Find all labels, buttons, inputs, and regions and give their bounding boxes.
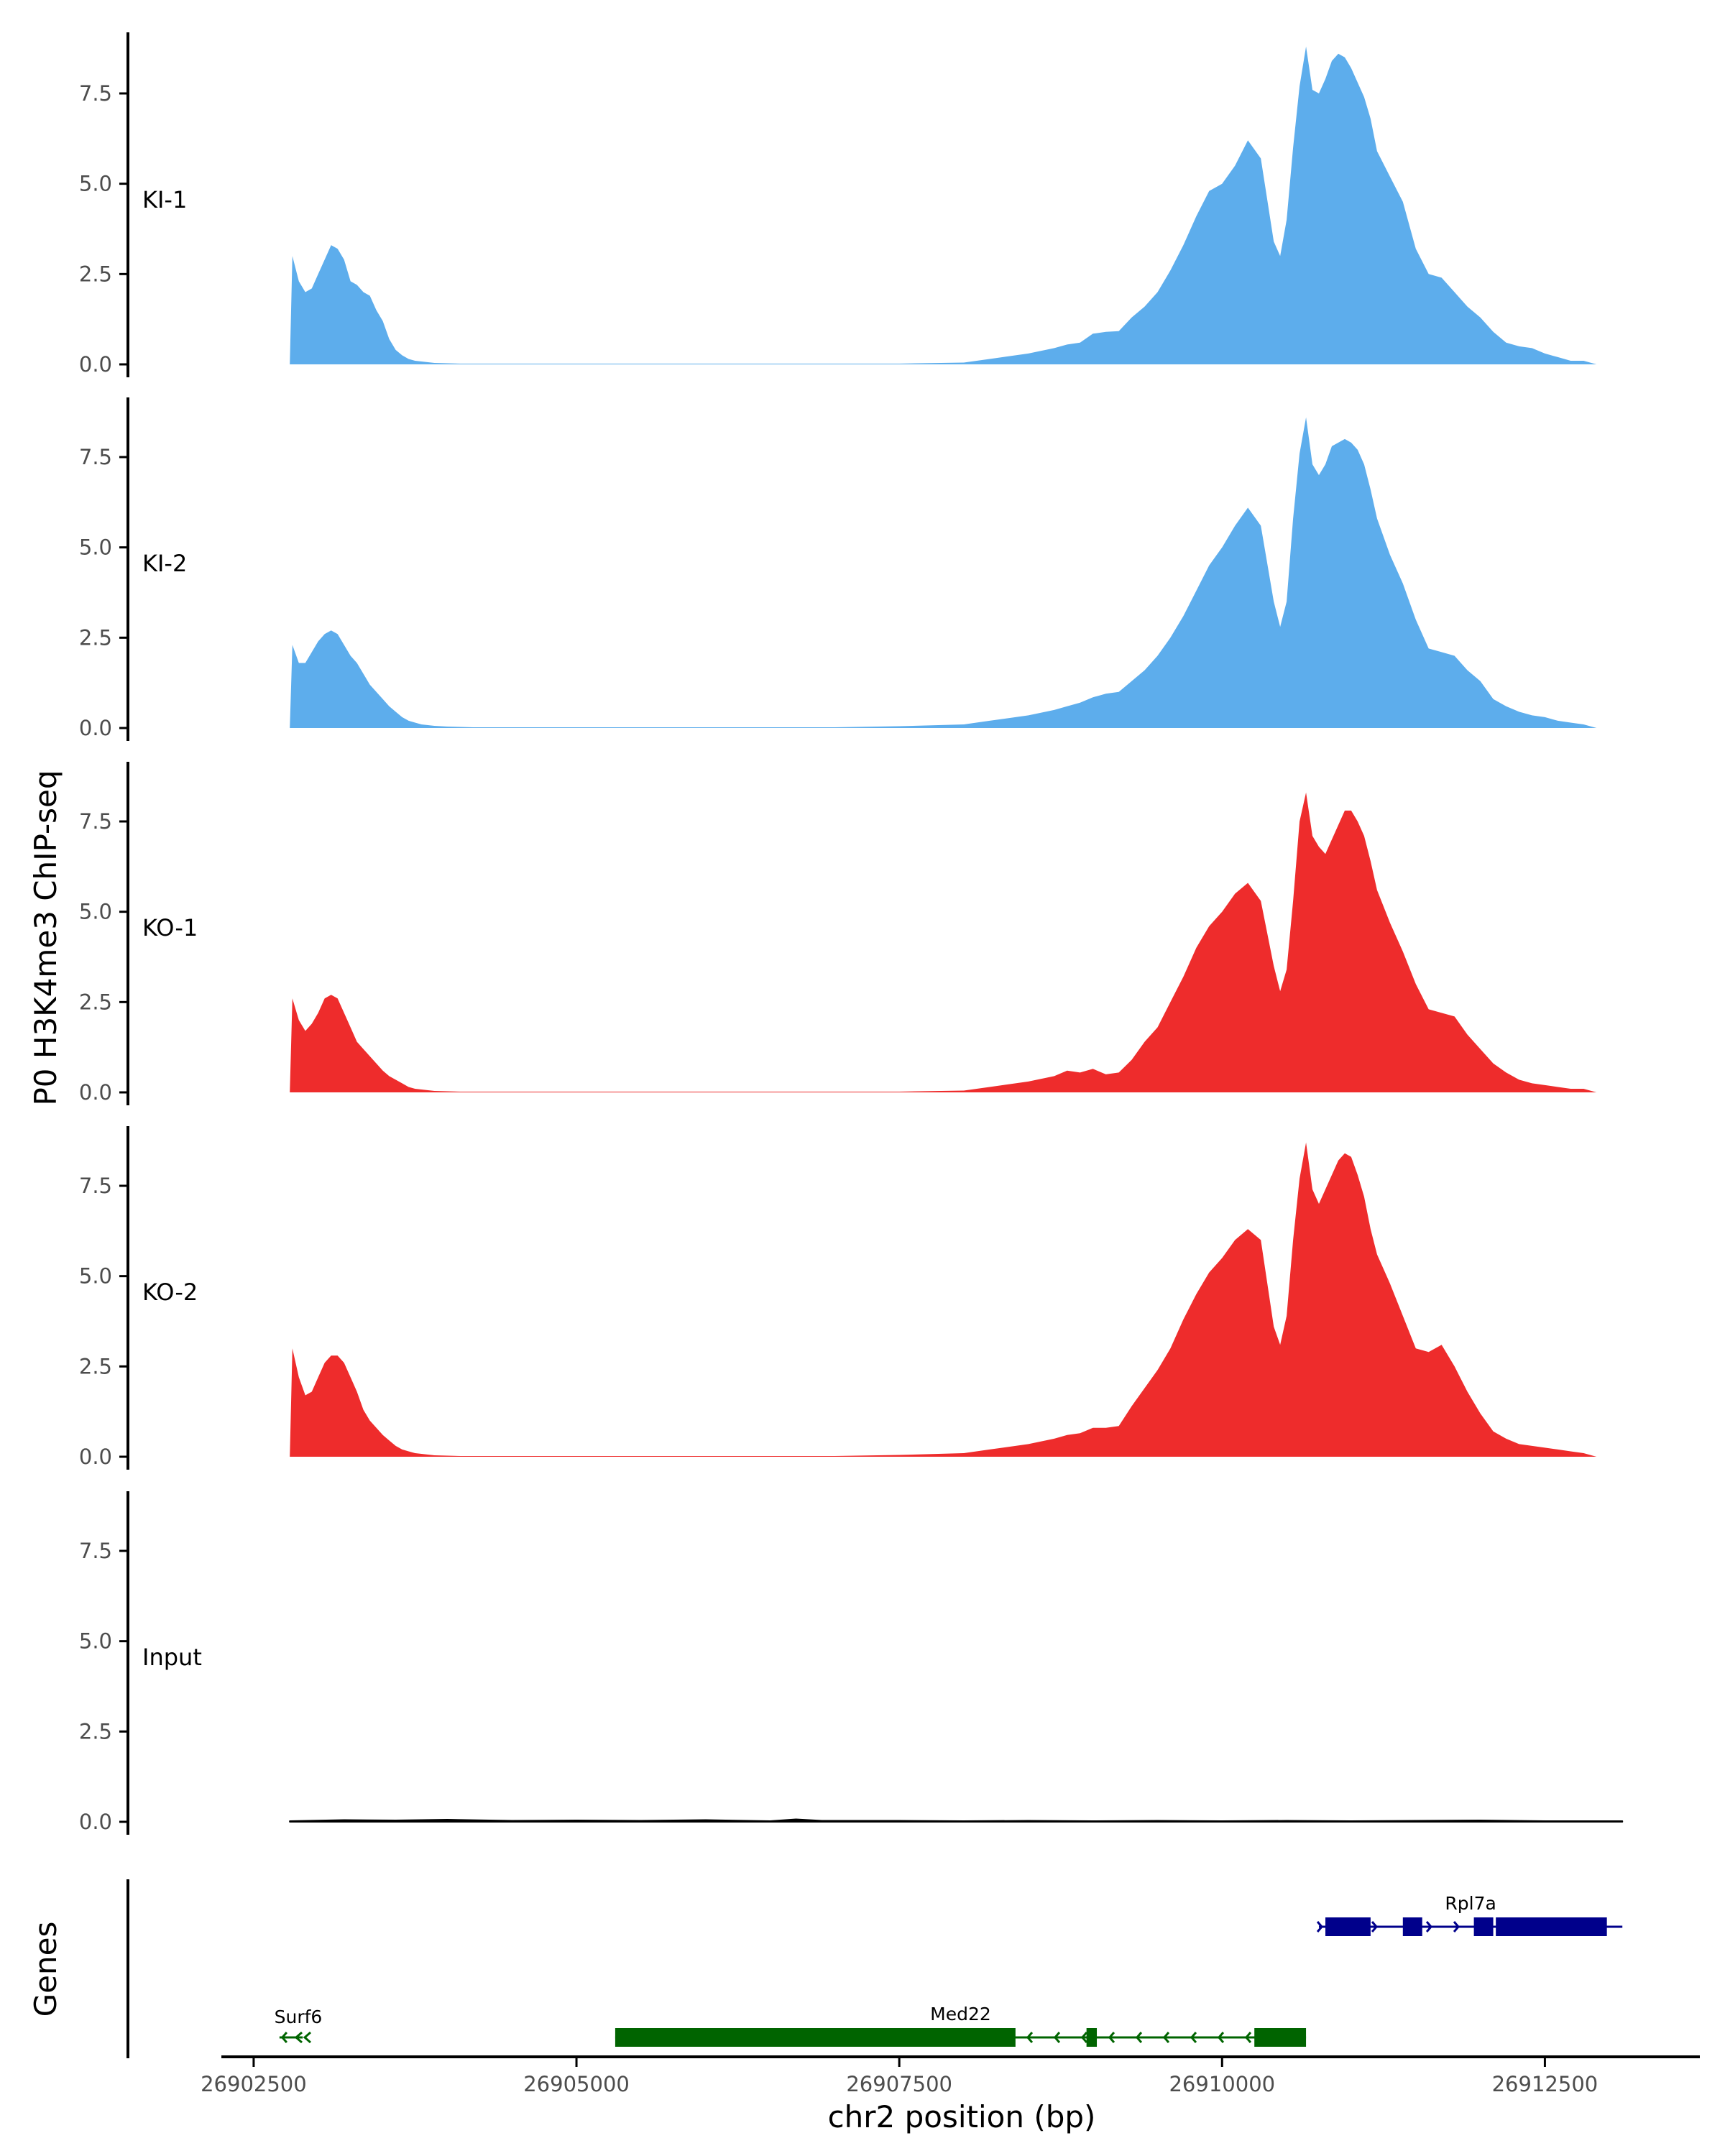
- gene-exon: [1402, 1917, 1422, 1936]
- gene-exon: [1254, 2028, 1307, 2047]
- track-label: KI-2: [142, 550, 187, 577]
- strand-arrow-icon: [294, 2031, 303, 2044]
- y-tick-label: 0.0: [79, 352, 112, 377]
- y-tick-label: 5.0: [79, 900, 112, 924]
- track-ko-2: 0.0 2.5 5.0 7.5 KO-2: [79, 1126, 1623, 1470]
- strand-arrow-icon: [1453, 1921, 1460, 1932]
- signal-area-ki-2: [290, 417, 1623, 728]
- y-tick-label: 2.5: [79, 262, 112, 286]
- genes-axis-title: Genes: [28, 1922, 63, 2017]
- x-tick-label: 26907500: [846, 2072, 952, 2096]
- gene-med22: Med22: [615, 2004, 1307, 2047]
- gene-exon: [1496, 1917, 1607, 1936]
- strand-arrow-icon: [1135, 2032, 1143, 2043]
- signal-area-ko-1: [290, 792, 1623, 1092]
- gene-rpl7a: Rpl7a: [1316, 1893, 1623, 1936]
- strand-arrow-icon: [1371, 1921, 1379, 1932]
- gene-models: Rpl7a Med22 Surf6: [275, 1893, 1623, 2047]
- gene-label: Surf6: [275, 2007, 323, 2027]
- y-tick-label: 5.0: [79, 535, 112, 560]
- strand-arrow-icon: [1053, 2032, 1061, 2043]
- y-tick-label: 5.0: [79, 1629, 112, 1654]
- y-tick-label: 0.0: [79, 1810, 112, 1834]
- strand-arrow-icon: [1026, 2032, 1034, 2043]
- y-tick-label: 7.5: [79, 1174, 112, 1198]
- gene-exon: [615, 2028, 1016, 2047]
- y-tick-label: 2.5: [79, 625, 112, 650]
- strand-arrow-icon: [1316, 1921, 1324, 1932]
- gene-exon: [1473, 1917, 1494, 1936]
- y-tick-label: 2.5: [79, 1354, 112, 1378]
- strand-arrow-icon: [1217, 2032, 1225, 2043]
- y-tick-label: 7.5: [79, 81, 112, 106]
- x-tick-label: 26912500: [1492, 2072, 1598, 2096]
- gene-label: Rpl7a: [1445, 1893, 1496, 1914]
- y-tick-label: 7.5: [79, 445, 112, 469]
- strand-arrow-icon: [280, 2032, 288, 2043]
- track-label: Input: [142, 1644, 202, 1671]
- y-tick-label: 5.0: [79, 1264, 112, 1289]
- track-label: KO-2: [142, 1279, 198, 1306]
- x-tick-label: 26905000: [523, 2072, 630, 2096]
- signal-area-input: [289, 1818, 1624, 1823]
- track-ki-2: 0.0 2.5 5.0 7.5 KI-2: [79, 397, 1623, 741]
- strand-arrow-icon: [1108, 2032, 1116, 2043]
- track-label: KO-1: [142, 914, 198, 941]
- strand-arrow-icon: [1190, 2032, 1197, 2043]
- x-axis-title: chr2 position (bp): [828, 2099, 1096, 2134]
- y-tick-label: 7.5: [79, 1539, 112, 1563]
- track-ko-1: 0.0 2.5 5.0 7.5 KO-1: [79, 762, 1623, 1105]
- x-tick-label: 26910000: [1169, 2072, 1275, 2096]
- track-input: 0.0 2.5 5.0 7.5 Input: [79, 1491, 1624, 1835]
- y-tick-label: 5.0: [79, 172, 112, 196]
- track-label: KI-1: [142, 186, 187, 213]
- y-axis-title: P0 H3K4me3 ChIP-seq: [28, 770, 63, 1105]
- signal-area-ki-1: [290, 46, 1623, 364]
- y-tick-label: 2.5: [79, 990, 112, 1014]
- gene-surf6: Surf6: [275, 2007, 323, 2044]
- y-tick-label: 0.0: [79, 716, 112, 740]
- y-tick-label: 0.0: [79, 1080, 112, 1105]
- strand-arrow-icon: [1425, 1921, 1433, 1932]
- gene-exon: [1325, 1917, 1371, 1936]
- signal-tracks: 0.0 2.5 5.0 7.5 KI-1 0.0 2.5 5.0 7.5 KI-2 0.0 2.5 5.…: [79, 32, 1624, 1835]
- strand-arrow-icon: [1244, 2032, 1252, 2043]
- y-tick-label: 0.0: [79, 1445, 112, 1469]
- x-axis-ticks: 26902500 26905000 26907500 26910000 26912500: [201, 2057, 1598, 2096]
- strand-arrow-icon: [303, 2031, 311, 2044]
- gene-exon: [1086, 2028, 1098, 2047]
- y-tick-label: 2.5: [79, 1719, 112, 1743]
- x-tick-label: 26902500: [201, 2072, 307, 2096]
- y-tick-label: 7.5: [79, 809, 112, 834]
- strand-arrow-icon: [1080, 2032, 1088, 2043]
- track-ki-1: 0.0 2.5 5.0 7.5 KI-1: [79, 32, 1623, 377]
- signal-area-ko-2: [290, 1142, 1623, 1457]
- gene-label: Med22: [930, 2004, 991, 2024]
- strand-arrow-icon: [1162, 2032, 1170, 2043]
